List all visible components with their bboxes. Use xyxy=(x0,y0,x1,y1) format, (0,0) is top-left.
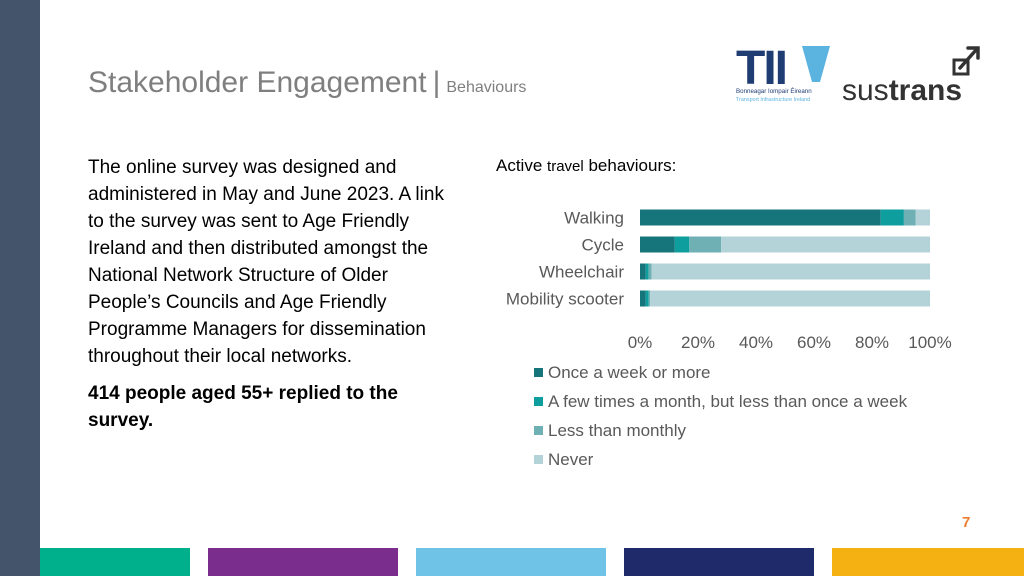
chart-title-part2: travel xyxy=(547,158,584,175)
footer-bar xyxy=(624,548,814,576)
bar-segment xyxy=(674,236,690,253)
sustrans-wordmark-bold: trans xyxy=(889,74,962,106)
legend-swatch xyxy=(534,397,543,406)
bar-segment xyxy=(645,263,649,280)
bar-segment xyxy=(648,290,651,307)
title-separator: | xyxy=(432,66,441,99)
x-tick-label: 0% xyxy=(628,333,653,352)
footer-bar xyxy=(832,548,1024,576)
sustrans-logo: sustrans xyxy=(842,46,980,106)
bar-segment xyxy=(915,209,930,226)
footer-bar xyxy=(208,548,398,576)
survey-paragraph: The online survey was designed and admin… xyxy=(88,157,444,367)
x-tick-label: 100% xyxy=(908,333,951,352)
footer-bar xyxy=(40,548,190,576)
bar-segment xyxy=(640,290,646,307)
page-title-main: Stakeholder Engagement xyxy=(88,66,427,99)
page-title: Stakeholder Engagement | Behaviours xyxy=(88,66,526,100)
x-tick-label: 40% xyxy=(739,333,773,352)
bar-segment xyxy=(640,209,881,226)
sustrans-arrow-icon xyxy=(952,46,980,76)
respondent-count: 414 people aged 55+ replied to the surve… xyxy=(88,383,398,431)
bar-segment xyxy=(880,209,904,226)
tii-line1: Bonneagar Iompair Éireann xyxy=(736,88,812,95)
category-label: Walking xyxy=(564,209,624,228)
legend-label: A few times a month, but less than once … xyxy=(548,391,908,411)
bar-segment xyxy=(689,236,722,253)
sustrans-wordmark: sustrans xyxy=(842,74,962,106)
category-label: Cycle xyxy=(581,236,624,255)
x-tick-label: 80% xyxy=(855,333,889,352)
page-number: 7 xyxy=(962,514,971,531)
tii-line2: Transport Infrastructure Ireland xyxy=(736,97,810,103)
tii-chevron-mark xyxy=(802,46,830,82)
legend-item: Once a week or more xyxy=(534,358,907,387)
bar-segment xyxy=(648,263,652,280)
legend-swatch xyxy=(534,368,543,377)
bar-segment xyxy=(650,290,930,307)
legend-swatch xyxy=(534,426,543,435)
page-subtitle: Behaviours xyxy=(446,79,527,96)
bar-segment xyxy=(640,263,646,280)
side-accent-bar xyxy=(0,0,40,576)
tii-logo: TII Bonneagar Iompair Éireann Transport … xyxy=(736,42,830,103)
legend-label: Less than monthly xyxy=(548,420,686,440)
category-label: Mobility scooter xyxy=(506,290,624,309)
tii-wordmark: TII xyxy=(736,42,786,95)
category-label: Wheelchair xyxy=(539,263,624,282)
legend-swatch xyxy=(534,455,543,464)
chart-title-part3: behaviours: xyxy=(588,156,677,175)
survey-description: The online survey was designed and admin… xyxy=(88,154,448,434)
bar-segment xyxy=(721,236,930,253)
bar-segment xyxy=(903,209,916,226)
x-tick-label: 60% xyxy=(797,333,831,352)
legend-label: Once a week or more xyxy=(548,362,711,382)
chart-title: Active travel behaviours: xyxy=(496,156,676,176)
stacked-bar-chart: Walking Cycle Wheelchair Mobility scooter 0%… xyxy=(506,209,952,353)
bar-segment xyxy=(651,263,930,280)
bar-segment xyxy=(640,236,675,253)
chart-legend: Once a week or more A few times a month, … xyxy=(534,358,907,474)
legend-item: Less than monthly xyxy=(534,416,907,445)
legend-item: A few times a month, but less than once … xyxy=(534,387,907,416)
sustrans-wordmark-light: sus xyxy=(842,74,889,106)
legend-item: Never xyxy=(534,445,907,474)
bar-segment xyxy=(645,290,649,307)
legend-label: Never xyxy=(548,449,594,469)
x-tick-label: 20% xyxy=(681,333,715,352)
footer-bar xyxy=(416,548,606,576)
chart-title-part1: Active xyxy=(496,156,543,175)
